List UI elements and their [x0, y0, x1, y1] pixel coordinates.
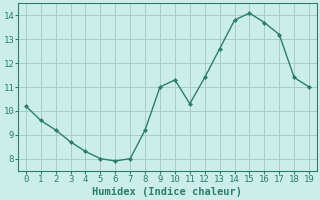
- X-axis label: Humidex (Indice chaleur): Humidex (Indice chaleur): [92, 186, 243, 197]
